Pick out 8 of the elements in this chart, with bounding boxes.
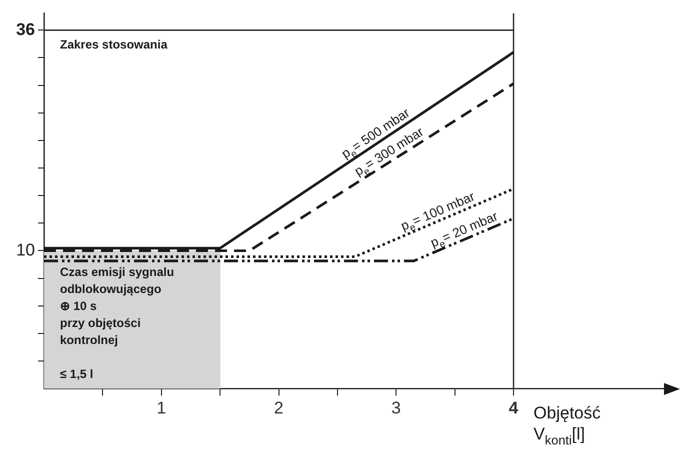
x-tick-label: 4 [508,398,519,418]
x-tick-label: 2 [274,398,284,418]
y-tick-label: 10 [16,240,35,260]
y-tick-label: 36 [16,20,35,39]
x-tick-label: 1 [156,398,166,418]
x-tick-label: 3 [391,398,401,418]
text: Czas emisji sygnalu odblokowującego ⊕ 10 s przy objętości kontrolnej ≤ 1,5 l [60,264,174,381]
annotation: Zakres stosowania [60,37,168,52]
